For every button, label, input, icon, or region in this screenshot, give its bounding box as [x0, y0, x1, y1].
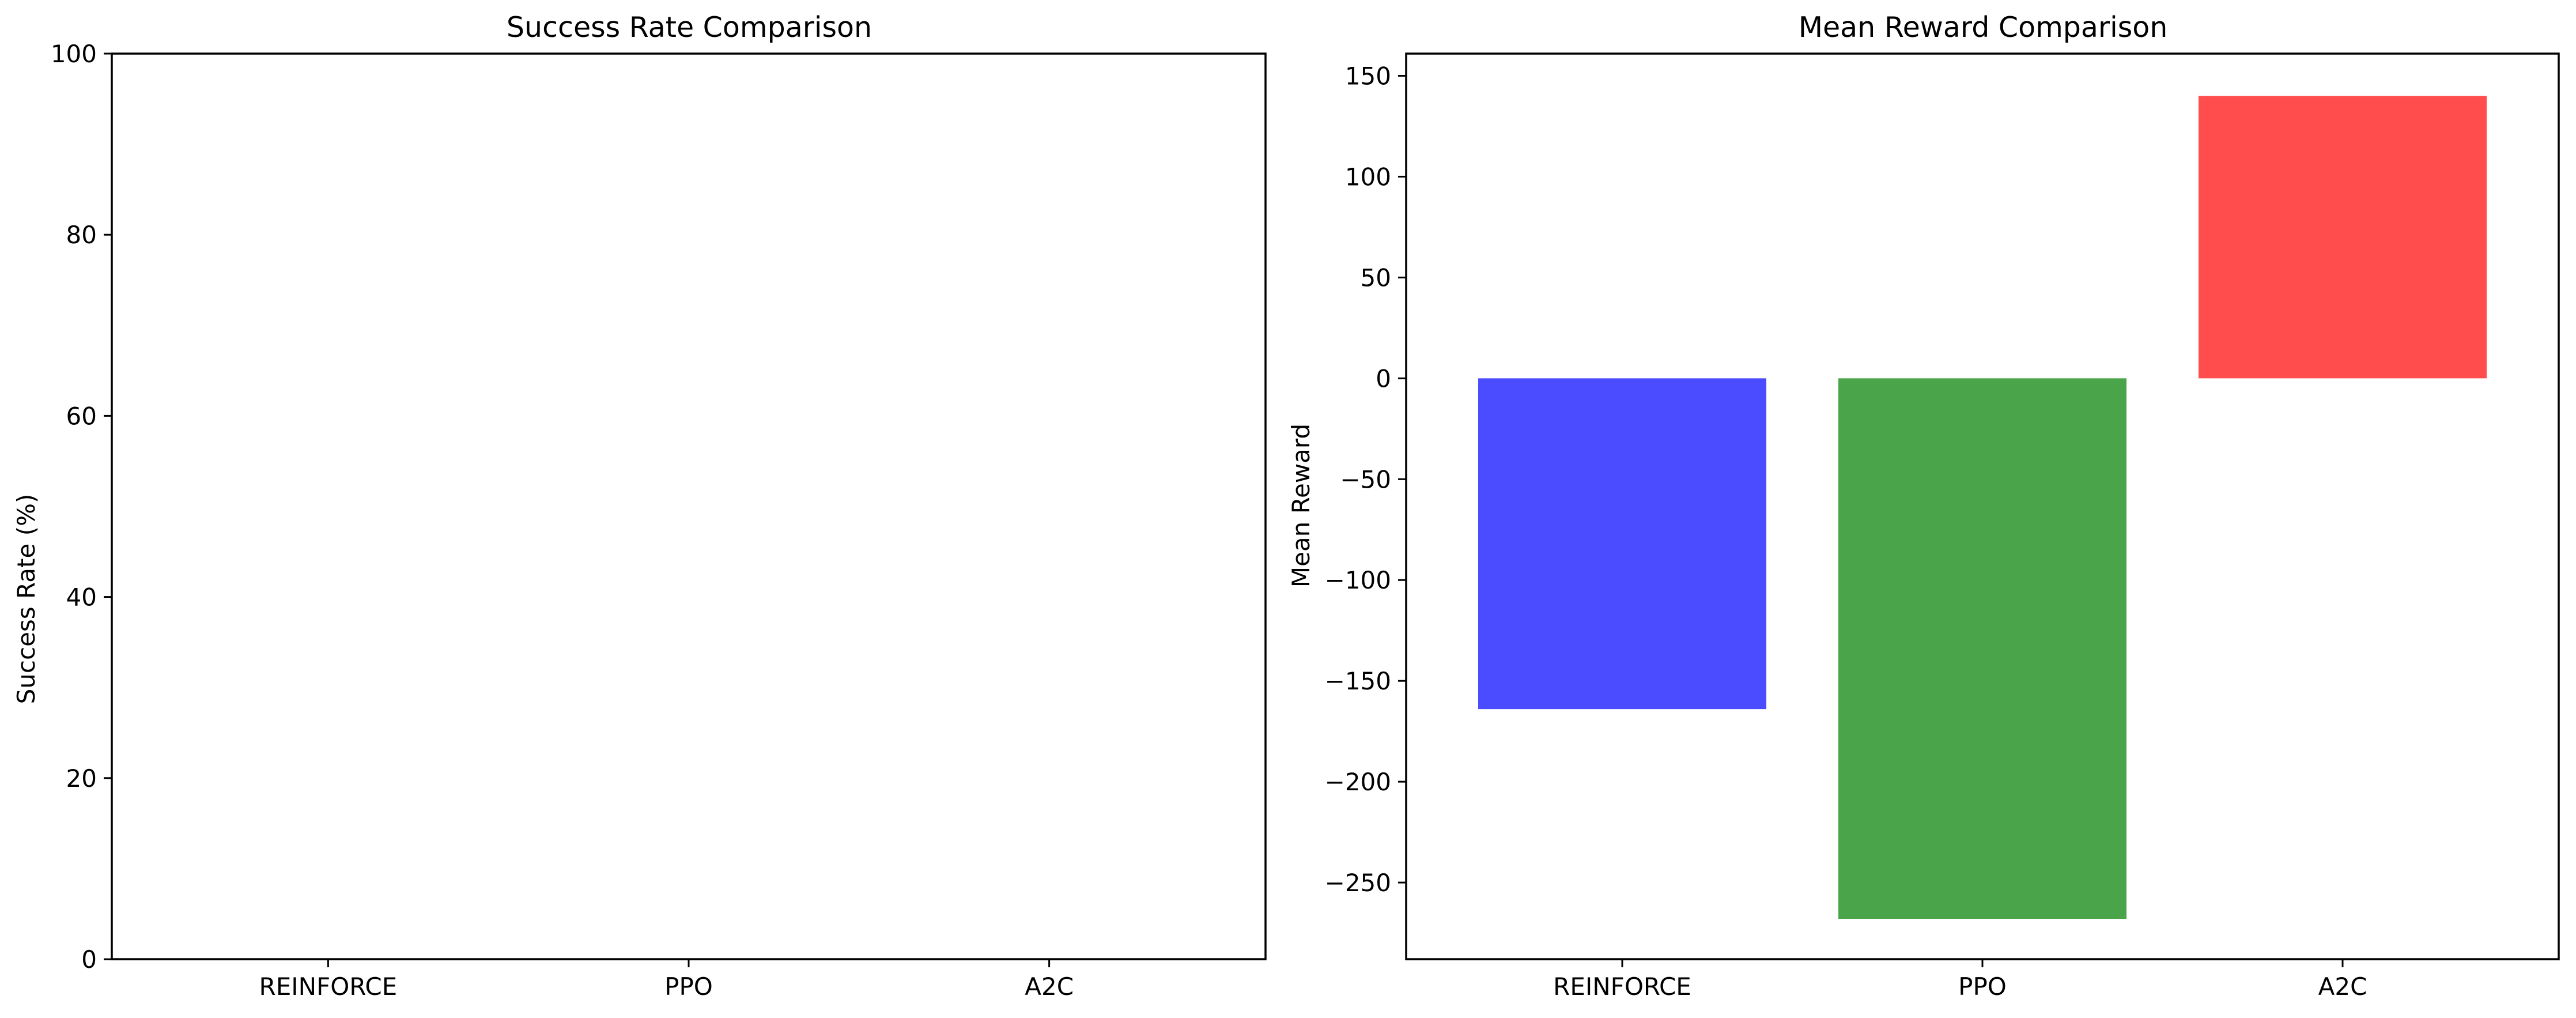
- y-axis-ticks: −250 −200 −150 −100 −50 0 50 100 150: [1325, 62, 1406, 897]
- y-tick-label: 0: [81, 945, 97, 974]
- x-tick-label-a2c: A2C: [2318, 972, 2367, 1001]
- x-tick-label-reinforce: REINFORCE: [259, 972, 398, 1001]
- success-rate-chart: Success Rate Comparison Success Rate (%)…: [12, 11, 1267, 1001]
- x-tick-label-ppo: PPO: [664, 972, 713, 1001]
- y-tick-label: 0: [1376, 364, 1391, 393]
- chart-title: Mean Reward Comparison: [1799, 11, 2168, 44]
- y-tick-label: −100: [1325, 566, 1391, 594]
- bar-reinforce: [1478, 378, 1766, 710]
- y-tick-label: 150: [1345, 62, 1391, 90]
- mean-reward-chart: Mean Reward Comparison Mean Reward −250−…: [1287, 11, 2560, 1001]
- x-tick-label-reinforce: REINFORCE: [1553, 972, 1691, 1001]
- x-tick-label-ppo: PPO: [1958, 972, 2007, 1001]
- y-tick-label: 80: [66, 221, 97, 249]
- y-tick-label: −200: [1325, 768, 1391, 796]
- y-tick-label: 50: [1361, 263, 1391, 292]
- plot-frame: [1405, 52, 2560, 960]
- chart-title: Success Rate Comparison: [507, 11, 872, 44]
- y-tick-label: 100: [1345, 163, 1391, 191]
- y-tick-label: 60: [66, 402, 97, 430]
- x-axis-ticks: REINFORCE PPO A2C: [1553, 959, 2367, 1001]
- y-tick-label: 100: [51, 40, 97, 68]
- bar-a2c: [2199, 96, 2487, 379]
- y-tick-label: 40: [66, 583, 97, 612]
- y-tick-label: −150: [1325, 667, 1391, 695]
- bars: [1478, 96, 2487, 919]
- x-axis-ticks: REINFORCE PPO A2C: [259, 959, 1074, 1001]
- y-axis-label: Mean Reward: [1287, 424, 1315, 587]
- x-tick-label-a2c: A2C: [1025, 972, 1074, 1001]
- y-tick-label: −50: [1340, 465, 1391, 493]
- y-axis-label: Success Rate (%): [12, 494, 40, 704]
- y-tick-label: −250: [1325, 869, 1391, 897]
- y-axis-ticks: 0 20 40 60 80 100: [51, 40, 112, 974]
- plot-frame: [111, 52, 1267, 960]
- bar-ppo: [1838, 378, 2126, 919]
- y-tick-label: 20: [66, 764, 97, 793]
